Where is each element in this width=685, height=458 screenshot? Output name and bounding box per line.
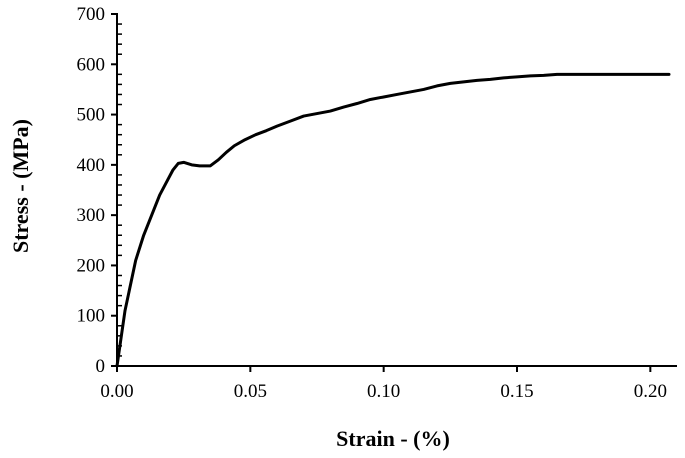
x-tick-label-4: 0.20: [634, 381, 667, 402]
x-tick-label-1: 0.05: [234, 381, 267, 402]
y-tick-label-4: 400: [77, 155, 106, 176]
y-tick-label-6: 600: [77, 54, 106, 75]
y-tick-label-0: 0: [96, 356, 106, 377]
y-tick-labels: 0 100 200 300 400 500 600 700: [77, 4, 106, 377]
y-tick-label-7: 700: [77, 4, 106, 25]
y-axis-title: Stress - (MPa): [8, 119, 33, 253]
x-tick-label-2: 0.10: [367, 381, 400, 402]
stress-strain-curve: [115, 72, 671, 368]
y-tick-label-2: 200: [77, 255, 106, 276]
y-tick-label-5: 500: [77, 105, 106, 126]
y-tick-label-3: 300: [77, 205, 106, 226]
x-tick-label-3: 0.15: [500, 381, 533, 402]
x-tick-labels: 0.00 0.05 0.10 0.15 0.20: [100, 381, 667, 402]
y-tick-label-1: 100: [77, 306, 106, 327]
x-axis-title: Strain - (%): [336, 426, 450, 451]
x-tick-label-0: 0.00: [100, 381, 133, 402]
